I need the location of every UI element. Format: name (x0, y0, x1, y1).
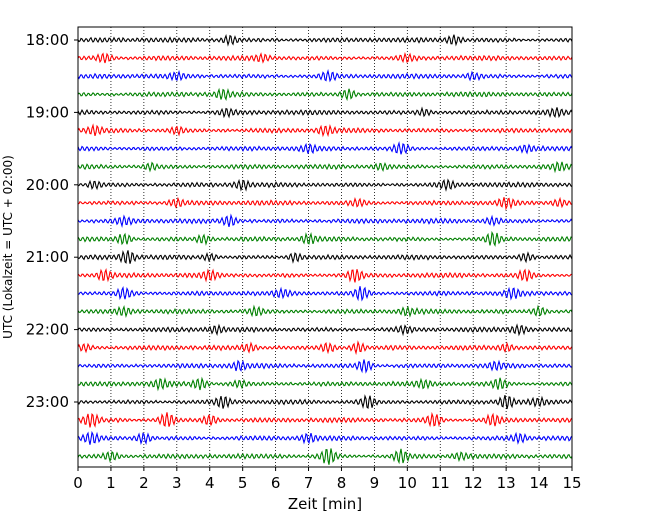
trace-2045 (77, 230, 573, 248)
x-axis-label: Zeit [min] (288, 495, 362, 513)
trace-1915 (77, 123, 573, 138)
x-tick-label: 8 (337, 474, 347, 492)
trace-2245 (77, 376, 573, 392)
x-tick-label: 0 (73, 474, 83, 492)
trace-1945 (77, 161, 573, 174)
x-tick-label: 4 (205, 474, 215, 492)
y-tick-label: 23:00 (26, 393, 69, 411)
x-axis-ticks: 0 1 2 3 4 5 6 7 8 9 10 11 12 13 14 15 (73, 467, 582, 492)
trace-1800 (77, 34, 573, 47)
trace-1900 (77, 106, 573, 119)
traces (77, 34, 573, 465)
y-tick-label: 22:00 (26, 321, 69, 339)
trace-2300 (77, 394, 573, 410)
y-tick-label: 20:00 (26, 176, 69, 194)
x-tick-label: 13 (497, 474, 516, 492)
trace-2100 (77, 249, 573, 264)
trace-1845 (77, 87, 573, 102)
trace-2015 (77, 196, 573, 211)
x-tick-label: 12 (464, 474, 483, 492)
x-tick-label: 6 (271, 474, 281, 492)
trace-1930 (77, 140, 573, 155)
x-tick-label: 2 (139, 474, 149, 492)
trace-2330 (77, 430, 573, 446)
y-axis-ticks: 18:00 19:00 20:00 21:00 22:00 23:00 (26, 31, 78, 411)
x-tick-label: 11 (431, 474, 450, 492)
y-tick-label: 19:00 (26, 103, 69, 121)
y-axis-label: UTC (Lokalzeit = UTC + 02:00) (1, 155, 15, 339)
x-tick-label: 9 (370, 474, 380, 492)
trace-2230 (77, 359, 573, 374)
grid-lines (110, 27, 540, 467)
x-tick-label: 7 (304, 474, 314, 492)
trace-2145 (77, 304, 573, 318)
x-tick-label: 5 (238, 474, 248, 492)
trace-2215 (77, 340, 573, 356)
x-tick-label: 1 (106, 474, 116, 492)
trace-2030 (77, 213, 573, 228)
x-tick-label: 3 (172, 474, 182, 492)
x-tick-label: 15 (562, 474, 581, 492)
trace-2115 (77, 267, 573, 283)
trace-2200 (77, 323, 573, 337)
y-tick-label: 18:00 (26, 31, 69, 49)
trace-1830 (77, 69, 573, 83)
x-tick-label: 10 (398, 474, 417, 492)
x-tick-label: 14 (530, 474, 549, 492)
y-tick-label: 21:00 (26, 248, 69, 266)
trace-1815 (77, 52, 573, 64)
trace-2345 (77, 448, 573, 465)
trace-2130 (77, 285, 573, 302)
trace-2315 (77, 411, 573, 428)
trace-2000 (77, 178, 573, 192)
plot-frame (77, 26, 573, 468)
